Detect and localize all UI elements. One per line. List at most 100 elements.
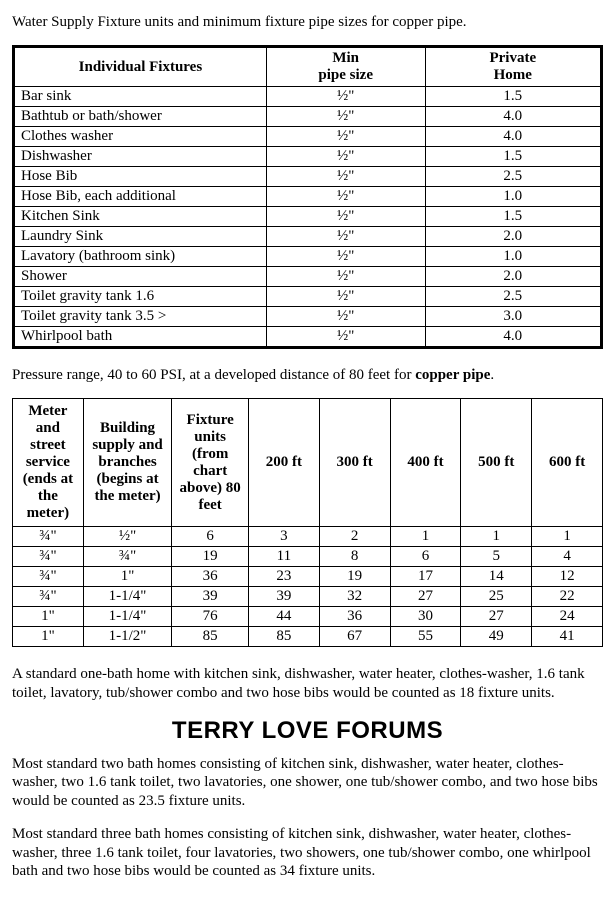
pipe-size-cell: ½" [266, 107, 425, 127]
table-row: Bathtub or bath/shower½"4.0 [14, 107, 602, 127]
private-home-cell: 4.0 [425, 127, 601, 147]
sizing-cell: 1" [13, 627, 84, 647]
table2-header-building: Building supply and branches (begins at … [83, 399, 172, 527]
table2-header-600ft: 600 ft [532, 399, 603, 527]
sizing-cell: 85 [172, 627, 249, 647]
private-home-cell: 3.0 [425, 307, 601, 327]
private-home-cell: 2.0 [425, 227, 601, 247]
table-row: ¾"1-1/4"393932272522 [13, 587, 603, 607]
fixture-cell: Hose Bib [14, 167, 267, 187]
sizing-cell: 36 [319, 607, 390, 627]
sizing-cell: ¾" [13, 567, 84, 587]
sizing-cell: 39 [248, 587, 319, 607]
fixture-cell: Bathtub or bath/shower [14, 107, 267, 127]
fixture-cell: Shower [14, 267, 267, 287]
table2-header-400ft: 400 ft [390, 399, 461, 527]
sizing-cell: ¾" [83, 547, 172, 567]
intro-text: Water Supply Fixture units and minimum f… [12, 14, 603, 31]
pipe-size-cell: ½" [266, 147, 425, 167]
sizing-cell: 32 [319, 587, 390, 607]
pipe-size-cell: ½" [266, 327, 425, 348]
sizing-cell: 5 [461, 547, 532, 567]
pipe-size-cell: ½" [266, 287, 425, 307]
forum-title: TERRY LOVE FORUMS [12, 717, 603, 745]
sizing-cell: 1 [390, 527, 461, 547]
table2-header-300ft: 300 ft [319, 399, 390, 527]
pipe-size-cell: ½" [266, 207, 425, 227]
private-home-cell: 1.5 [425, 147, 601, 167]
fixture-cell: Bar sink [14, 87, 267, 107]
sizing-cell: 24 [532, 607, 603, 627]
pipe-size-cell: ½" [266, 87, 425, 107]
pressure-note: Pressure range, 40 to 60 PSI, at a devel… [12, 367, 603, 384]
fixture-cell: Laundry Sink [14, 227, 267, 247]
sizing-cell: 22 [532, 587, 603, 607]
sizing-cell: 4 [532, 547, 603, 567]
pipe-size-cell: ½" [266, 127, 425, 147]
fixture-cell: Toilet gravity tank 3.5 > [14, 307, 267, 327]
table-row: ¾"¾"19118654 [13, 547, 603, 567]
sizing-cell: 27 [461, 607, 532, 627]
table-row: Whirlpool bath½"4.0 [14, 327, 602, 348]
private-home-cell: 4.0 [425, 327, 601, 348]
sizing-cell: 11 [248, 547, 319, 567]
pipe-size-cell: ½" [266, 187, 425, 207]
private-home-cell: 4.0 [425, 107, 601, 127]
private-home-cell: 1.0 [425, 187, 601, 207]
fixture-cell: Dishwasher [14, 147, 267, 167]
table-row: ¾"½"632111 [13, 527, 603, 547]
table1-header-private-home: Private Home [425, 47, 601, 87]
fixture-cell: Lavatory (bathroom sink) [14, 247, 267, 267]
sizing-cell: 25 [461, 587, 532, 607]
sizing-cell: 2 [319, 527, 390, 547]
sizing-cell: 1-1/4" [83, 587, 172, 607]
table2-header-200ft: 200 ft [248, 399, 319, 527]
table-row: Lavatory (bathroom sink)½"1.0 [14, 247, 602, 267]
table-row: 1"1-1/2"858567554941 [13, 627, 603, 647]
sizing-cell: ¾" [13, 547, 84, 567]
fixture-cell: Hose Bib, each additional [14, 187, 267, 207]
paragraph-three-bath: Most standard three bath homes consistin… [12, 825, 603, 881]
sizing-cell: 27 [390, 587, 461, 607]
sizing-cell: 30 [390, 607, 461, 627]
private-home-cell: 1.5 [425, 87, 601, 107]
sizing-cell: 67 [319, 627, 390, 647]
sizing-cell: 3 [248, 527, 319, 547]
fixture-cell: Toilet gravity tank 1.6 [14, 287, 267, 307]
pipe-size-cell: ½" [266, 307, 425, 327]
sizing-cell: 6 [172, 527, 249, 547]
sizing-cell: 14 [461, 567, 532, 587]
table-row: Clothes washer½"4.0 [14, 127, 602, 147]
pipe-size-cell: ½" [266, 167, 425, 187]
paragraph-one-bath: A standard one-bath home with kitchen si… [12, 665, 603, 703]
sizing-cell: 36 [172, 567, 249, 587]
pipe-size-cell: ½" [266, 247, 425, 267]
fixture-cell: Kitchen Sink [14, 207, 267, 227]
sizing-cell: 8 [319, 547, 390, 567]
sizing-cell: 1" [13, 607, 84, 627]
sizing-cell: 19 [319, 567, 390, 587]
sizing-cell: 49 [461, 627, 532, 647]
table-row: 1"1-1/4"764436302724 [13, 607, 603, 627]
table1-header-fixtures: Individual Fixtures [14, 47, 267, 87]
sizing-cell: 6 [390, 547, 461, 567]
sizing-cell: 1-1/4" [83, 607, 172, 627]
table-row: Toilet gravity tank 1.6½"2.5 [14, 287, 602, 307]
sizing-cell: 1" [83, 567, 172, 587]
sizing-cell: 41 [532, 627, 603, 647]
private-home-cell: 1.0 [425, 247, 601, 267]
table-row: Hose Bib½"2.5 [14, 167, 602, 187]
table1-header-min-pipe: Min pipe size [266, 47, 425, 87]
fixture-cell: Whirlpool bath [14, 327, 267, 348]
table2-header-fixture: Fixture units (from chart above) 80 feet [172, 399, 249, 527]
sizing-cell: 12 [532, 567, 603, 587]
sizing-cell: 39 [172, 587, 249, 607]
sizing-cell: 23 [248, 567, 319, 587]
fixture-table: Individual Fixtures Min pipe size Privat… [12, 45, 603, 349]
sizing-cell: 1 [461, 527, 532, 547]
table-row: Hose Bib, each additional½"1.0 [14, 187, 602, 207]
sizing-table: Meter and street service (ends at the me… [12, 398, 603, 647]
sizing-cell: ¾" [13, 587, 84, 607]
sizing-cell: 1 [532, 527, 603, 547]
sizing-cell: ½" [83, 527, 172, 547]
